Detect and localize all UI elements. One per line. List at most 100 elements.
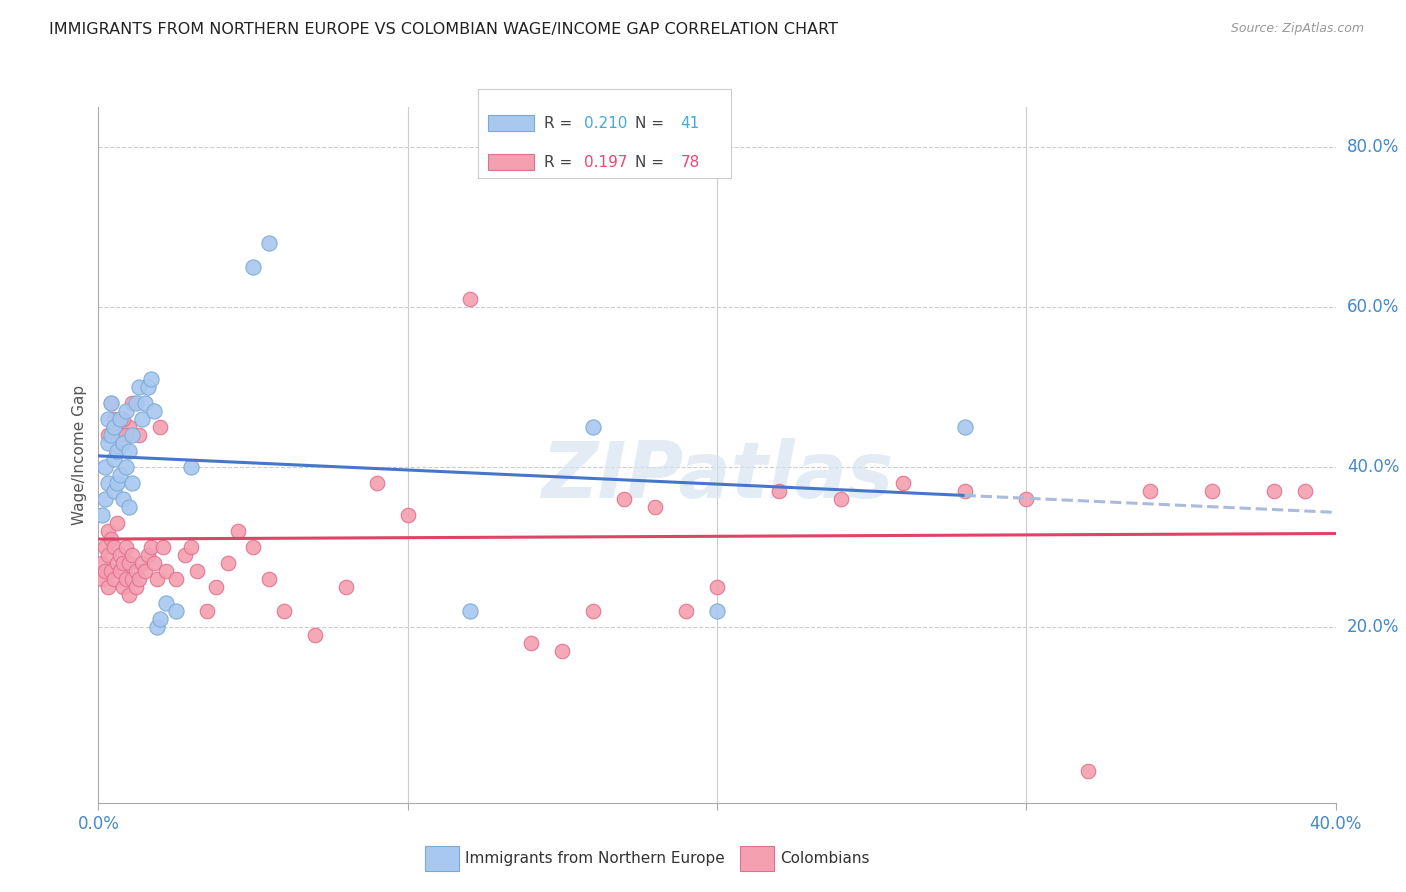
Text: IMMIGRANTS FROM NORTHERN EUROPE VS COLOMBIAN WAGE/INCOME GAP CORRELATION CHART: IMMIGRANTS FROM NORTHERN EUROPE VS COLOM… bbox=[49, 22, 838, 37]
Text: ZIPatlas: ZIPatlas bbox=[541, 438, 893, 514]
Point bbox=[118, 444, 141, 458]
Point bbox=[121, 572, 143, 586]
Point bbox=[108, 428, 131, 442]
Point bbox=[100, 396, 122, 410]
Point bbox=[112, 436, 135, 450]
Point bbox=[1139, 483, 1161, 498]
Point bbox=[180, 459, 202, 474]
Point bbox=[217, 556, 239, 570]
Point bbox=[97, 475, 120, 490]
Point bbox=[97, 580, 120, 594]
Text: R =: R = bbox=[544, 116, 576, 130]
Point bbox=[146, 620, 169, 634]
Point bbox=[97, 428, 120, 442]
Point bbox=[131, 556, 153, 570]
Point bbox=[205, 580, 228, 594]
Point bbox=[139, 540, 162, 554]
Point bbox=[93, 459, 115, 474]
Point bbox=[118, 588, 141, 602]
Point bbox=[458, 604, 481, 618]
Point bbox=[128, 428, 150, 442]
Point bbox=[93, 564, 115, 578]
FancyBboxPatch shape bbox=[488, 115, 534, 131]
Text: Colombians: Colombians bbox=[780, 851, 870, 866]
Text: Immigrants from Northern Europe: Immigrants from Northern Europe bbox=[465, 851, 724, 866]
Text: 40.0%: 40.0% bbox=[1347, 458, 1399, 476]
Text: 20.0%: 20.0% bbox=[1347, 618, 1399, 636]
Point bbox=[180, 540, 202, 554]
Point bbox=[1015, 491, 1038, 506]
Point bbox=[93, 491, 115, 506]
Point bbox=[93, 540, 115, 554]
Point bbox=[128, 380, 150, 394]
Point bbox=[551, 644, 574, 658]
Point bbox=[134, 396, 156, 410]
Text: 60.0%: 60.0% bbox=[1347, 298, 1399, 316]
Point bbox=[458, 292, 481, 306]
Point bbox=[112, 580, 135, 594]
Point bbox=[115, 459, 138, 474]
Text: R =: R = bbox=[544, 155, 576, 169]
Point bbox=[136, 548, 159, 562]
Point bbox=[165, 572, 187, 586]
Point bbox=[103, 420, 125, 434]
Point bbox=[118, 500, 141, 514]
Point bbox=[143, 556, 166, 570]
Point bbox=[134, 564, 156, 578]
Point bbox=[103, 451, 125, 466]
Point bbox=[108, 467, 131, 482]
Text: N =: N = bbox=[636, 116, 669, 130]
Point bbox=[706, 580, 728, 594]
Point bbox=[891, 475, 914, 490]
Point bbox=[108, 564, 131, 578]
Point bbox=[105, 516, 128, 530]
Point bbox=[520, 636, 543, 650]
Point bbox=[118, 556, 141, 570]
Point bbox=[124, 564, 146, 578]
Point bbox=[121, 475, 143, 490]
Point bbox=[121, 428, 143, 442]
Point bbox=[100, 564, 122, 578]
Point bbox=[152, 540, 174, 554]
Point bbox=[174, 548, 197, 562]
Point bbox=[1077, 764, 1099, 778]
FancyBboxPatch shape bbox=[740, 847, 775, 871]
Point bbox=[105, 444, 128, 458]
Point bbox=[146, 572, 169, 586]
Point bbox=[257, 572, 280, 586]
Point bbox=[100, 532, 122, 546]
Point bbox=[155, 564, 177, 578]
Point bbox=[149, 420, 172, 434]
Text: 41: 41 bbox=[681, 116, 700, 130]
Point bbox=[105, 556, 128, 570]
Point bbox=[366, 475, 388, 490]
Point bbox=[124, 580, 146, 594]
Text: N =: N = bbox=[636, 155, 669, 169]
Point bbox=[131, 412, 153, 426]
Point bbox=[112, 556, 135, 570]
Text: 80.0%: 80.0% bbox=[1347, 138, 1399, 156]
Point bbox=[97, 548, 120, 562]
Point bbox=[953, 420, 976, 434]
Point bbox=[273, 604, 295, 618]
Point bbox=[103, 540, 125, 554]
Point bbox=[115, 404, 138, 418]
Point bbox=[121, 548, 143, 562]
Point bbox=[953, 483, 976, 498]
Point bbox=[335, 580, 357, 594]
Point bbox=[90, 556, 112, 570]
Point bbox=[121, 396, 143, 410]
Point bbox=[136, 380, 159, 394]
Point bbox=[1294, 483, 1316, 498]
FancyBboxPatch shape bbox=[488, 154, 534, 170]
Point bbox=[155, 596, 177, 610]
Point bbox=[613, 491, 636, 506]
Point bbox=[143, 404, 166, 418]
Point bbox=[100, 428, 122, 442]
Point bbox=[115, 572, 138, 586]
Point bbox=[195, 604, 218, 618]
Point bbox=[304, 628, 326, 642]
Point bbox=[644, 500, 666, 514]
Point bbox=[112, 491, 135, 506]
Point bbox=[103, 572, 125, 586]
